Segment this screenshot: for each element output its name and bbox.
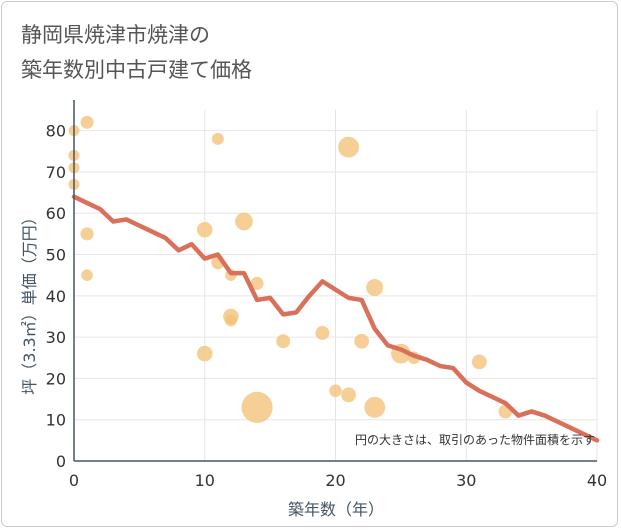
x-axis-label: 築年数（年） [288, 500, 384, 519]
y-tick-label: 50 [46, 246, 66, 265]
chart-title-line-1: 静岡県焼津市焼津の [21, 23, 210, 47]
data-bubble [225, 314, 237, 327]
data-bubble [80, 115, 94, 129]
x-tick-label: 20 [325, 471, 345, 490]
y-tick-label: 10 [46, 411, 66, 430]
x-tick-label: 0 [69, 471, 79, 490]
data-bubble [338, 136, 360, 158]
y-tick-label: 20 [46, 369, 66, 388]
y-tick-label: 0 [56, 452, 66, 471]
y-axis-label: 坪（3.3㎡）単価（万円） [20, 209, 39, 394]
data-bubble [366, 279, 384, 297]
average-line-series [71, 194, 600, 443]
data-bubble [196, 221, 213, 238]
data-bubble [471, 354, 487, 370]
bubble-series [68, 115, 513, 423]
axes [73, 100, 597, 462]
y-tick-label: 80 [46, 122, 66, 141]
x-tick-label: 40 [587, 471, 607, 490]
y-tick-label: 40 [46, 287, 66, 306]
data-bubble [80, 227, 94, 241]
y-tick-label: 70 [46, 163, 66, 182]
data-bubble [196, 345, 213, 362]
y-tick-label: 60 [46, 204, 66, 223]
data-bubble [341, 387, 356, 403]
data-bubble [235, 212, 253, 231]
average-line [71, 194, 600, 443]
y-tick-label: 30 [46, 328, 66, 347]
gridlines [74, 110, 598, 461]
data-bubble [364, 396, 386, 418]
data-bubble [81, 269, 93, 281]
data-bubble [276, 334, 291, 349]
data-bubble [211, 132, 224, 145]
chart-title-line-2: 築年数別中古戸建て価格 [21, 58, 252, 82]
x-tick-label: 10 [195, 471, 215, 490]
data-bubble [329, 384, 342, 398]
tick-labels: 0 10 20 30 40 50 60 70 80 0 10 20 30 40 [46, 122, 608, 490]
data-bubble [250, 276, 264, 290]
data-bubble [315, 326, 330, 340]
data-bubble [354, 333, 370, 349]
bubble-size-note: 円の大きさは、取引のあった物件面積を示す [355, 432, 595, 447]
data-bubble [241, 391, 273, 423]
x-tick-label: 30 [456, 471, 476, 490]
